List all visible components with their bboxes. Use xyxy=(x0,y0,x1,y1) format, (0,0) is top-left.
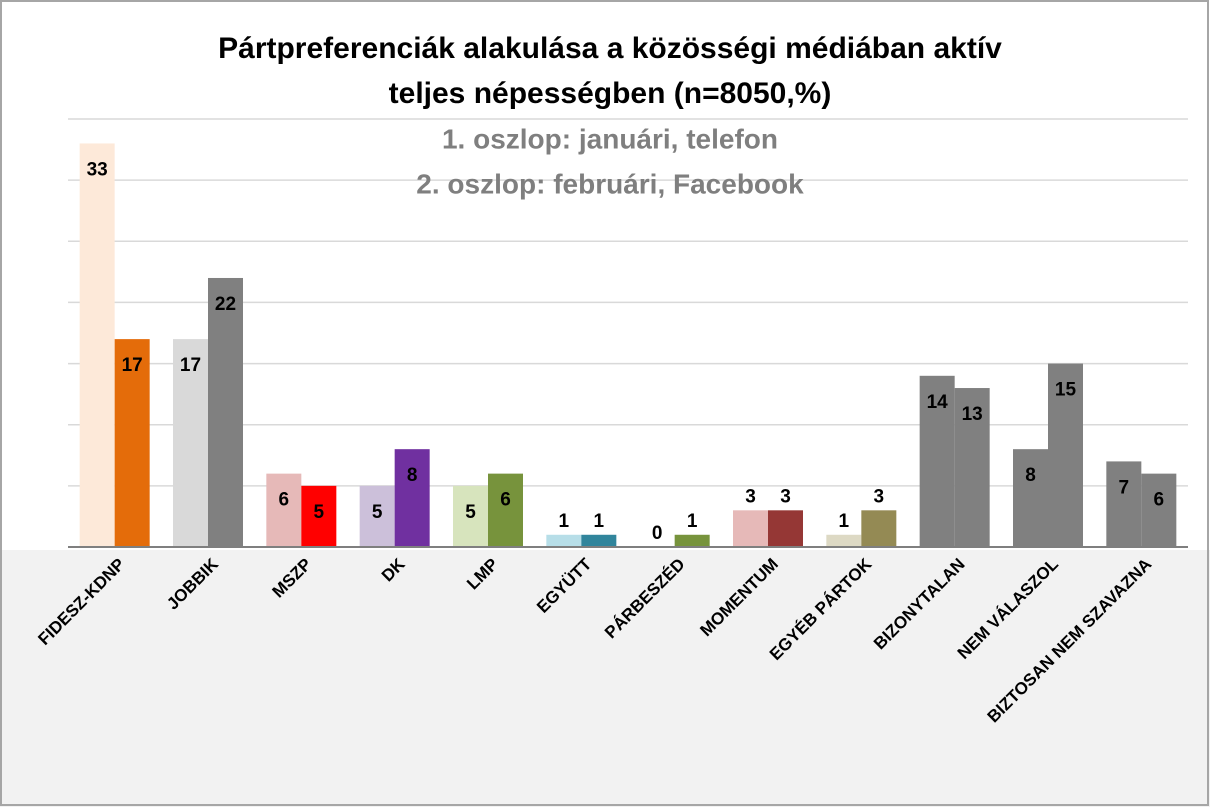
data-label: 5 xyxy=(314,502,325,523)
data-label: 17 xyxy=(122,355,143,376)
data-label: 3 xyxy=(745,486,756,507)
chart-subtitle: 2. oszlop: februári, Facebook xyxy=(416,168,804,199)
bar xyxy=(266,473,302,547)
data-label: 3 xyxy=(874,486,885,507)
bar xyxy=(359,485,395,547)
bar xyxy=(453,485,488,547)
bar xyxy=(546,534,582,547)
data-label: 14 xyxy=(927,392,949,413)
data-label: 7 xyxy=(1119,477,1130,498)
bar xyxy=(826,534,862,547)
data-label: 6 xyxy=(500,490,511,511)
bar xyxy=(394,449,430,547)
data-label: 5 xyxy=(372,502,383,523)
data-label: 1 xyxy=(594,511,605,532)
chart-subtitle: 1. oszlop: januári, telefon xyxy=(442,123,778,154)
bar xyxy=(768,510,803,547)
bar xyxy=(954,388,990,547)
data-label: 13 xyxy=(962,404,983,425)
bar xyxy=(733,510,768,547)
lower-panel xyxy=(0,550,1210,807)
data-label: 17 xyxy=(180,355,201,376)
bar xyxy=(173,339,208,547)
data-label: 8 xyxy=(407,465,418,486)
data-label: 33 xyxy=(87,159,108,180)
data-label: 15 xyxy=(1055,380,1077,401)
bar xyxy=(1106,461,1142,547)
data-label: 1 xyxy=(687,511,698,532)
bar xyxy=(861,510,897,547)
bar xyxy=(1013,449,1048,547)
bar xyxy=(79,143,115,547)
data-label: 0 xyxy=(652,523,663,544)
data-label: 1 xyxy=(559,511,570,532)
bar xyxy=(488,473,523,547)
bar xyxy=(114,339,150,547)
bar xyxy=(581,534,617,547)
data-label: 8 xyxy=(1025,465,1036,486)
bar xyxy=(674,534,710,547)
data-label: 5 xyxy=(465,502,476,523)
bar xyxy=(1048,363,1083,547)
bar xyxy=(301,485,337,547)
data-label: 6 xyxy=(1154,490,1165,511)
data-label: 1 xyxy=(839,511,850,532)
chart-title: teljes népességben (n=8050,%) xyxy=(389,77,832,110)
data-label: 6 xyxy=(279,490,290,511)
bar xyxy=(208,277,243,547)
bar xyxy=(1141,473,1177,547)
bar xyxy=(919,375,955,547)
data-label: 22 xyxy=(215,294,236,315)
chart-title: Pártpreferenciák alakulása a közösségi m… xyxy=(218,32,1002,65)
data-label: 3 xyxy=(780,486,791,507)
